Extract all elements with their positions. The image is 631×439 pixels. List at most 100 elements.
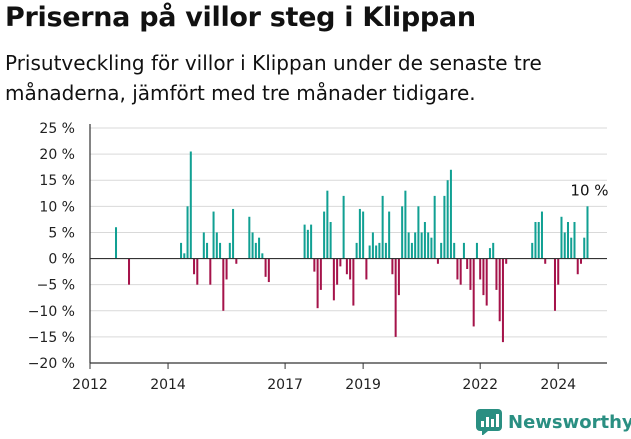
bar bbox=[531, 242, 534, 259]
bar bbox=[417, 206, 420, 259]
bar bbox=[570, 237, 573, 259]
bar bbox=[219, 242, 222, 259]
bar bbox=[254, 242, 257, 259]
x-tick-label: 2022 bbox=[462, 377, 498, 393]
y-tick-label: −15 % bbox=[28, 330, 75, 346]
y-tick-label: 15 % bbox=[39, 173, 75, 189]
bar bbox=[469, 258, 472, 290]
bar bbox=[433, 195, 436, 259]
bar bbox=[537, 222, 540, 259]
bar bbox=[349, 258, 352, 280]
bar bbox=[202, 232, 205, 259]
bar bbox=[365, 258, 368, 280]
bar bbox=[456, 258, 459, 280]
bar bbox=[193, 258, 196, 275]
bar bbox=[566, 222, 569, 259]
y-tick-label: 0 % bbox=[48, 252, 75, 268]
bar bbox=[323, 211, 326, 259]
bar bbox=[306, 229, 309, 259]
y-tick-label: −20 % bbox=[28, 356, 75, 372]
bar bbox=[401, 206, 404, 259]
x-axis-ticks: 2012 2014 2017 2019 2022 2024 bbox=[72, 363, 576, 393]
bar bbox=[261, 253, 264, 259]
bar bbox=[485, 258, 488, 306]
gridlines bbox=[90, 127, 607, 364]
bar bbox=[560, 216, 563, 259]
bar bbox=[355, 242, 358, 259]
annotations: 10 % bbox=[570, 181, 608, 199]
y-axis-ticks: 25 % 20 % 15 % 10 % 5 % 0 % −5 % −10 % −15 % −20 … bbox=[28, 121, 75, 372]
bar bbox=[316, 258, 319, 309]
bar bbox=[443, 195, 446, 259]
bar bbox=[394, 258, 397, 337]
bar bbox=[540, 211, 543, 259]
bar bbox=[310, 224, 313, 259]
bar bbox=[339, 258, 342, 267]
bar bbox=[225, 258, 228, 280]
bar bbox=[462, 242, 465, 259]
y-tick-label: 20 % bbox=[39, 147, 75, 163]
bar bbox=[391, 258, 394, 275]
bar bbox=[579, 258, 582, 264]
y-tick-label: −10 % bbox=[28, 304, 75, 320]
bar bbox=[482, 258, 485, 296]
bar bbox=[436, 258, 439, 264]
bar bbox=[248, 216, 251, 259]
bar bbox=[212, 211, 215, 259]
bar bbox=[388, 211, 391, 259]
bar bbox=[586, 206, 589, 259]
x-tick-label: 2012 bbox=[72, 377, 108, 393]
bar bbox=[183, 253, 186, 259]
bar bbox=[488, 248, 491, 259]
bar bbox=[472, 258, 475, 327]
bar bbox=[267, 258, 270, 283]
bar bbox=[326, 190, 329, 259]
bar bbox=[336, 258, 339, 285]
bar bbox=[342, 195, 345, 259]
bar bbox=[501, 258, 504, 343]
bar bbox=[303, 224, 306, 259]
bar bbox=[397, 258, 400, 296]
bar bbox=[319, 258, 322, 290]
bar bbox=[479, 258, 482, 280]
bar bbox=[358, 208, 361, 259]
bar bbox=[381, 195, 384, 259]
bar bbox=[414, 232, 417, 259]
bar bbox=[563, 232, 566, 259]
brand-logo: Newsworthy bbox=[476, 408, 631, 436]
bar bbox=[544, 258, 547, 264]
bar bbox=[440, 242, 443, 259]
bar bbox=[404, 190, 407, 259]
bar bbox=[492, 242, 495, 259]
bar bbox=[362, 211, 365, 259]
bar bbox=[449, 169, 452, 259]
bar bbox=[534, 222, 537, 259]
x-tick-label: 2017 bbox=[267, 377, 303, 393]
bar bbox=[453, 242, 456, 259]
bar bbox=[423, 222, 426, 259]
bar bbox=[573, 222, 576, 259]
bar bbox=[420, 232, 423, 259]
bar bbox=[352, 258, 355, 306]
bar bbox=[180, 242, 183, 259]
brand-name: Newsworthy bbox=[508, 411, 631, 433]
bar bbox=[128, 258, 131, 285]
bar bbox=[557, 258, 560, 285]
bar bbox=[475, 242, 478, 259]
bar bbox=[459, 258, 462, 285]
y-tick-label: 25 % bbox=[39, 121, 75, 137]
bar bbox=[313, 258, 316, 272]
bar bbox=[228, 242, 231, 259]
bar bbox=[410, 242, 413, 259]
bar bbox=[215, 232, 218, 259]
bar bbox=[222, 258, 225, 311]
bar bbox=[553, 258, 556, 311]
bar bbox=[209, 258, 212, 285]
bar bbox=[329, 222, 332, 259]
bar bbox=[466, 258, 469, 269]
bar bbox=[498, 258, 501, 322]
bar bbox=[115, 227, 118, 259]
bar bbox=[375, 245, 378, 259]
y-tick-label: 5 % bbox=[48, 225, 75, 241]
